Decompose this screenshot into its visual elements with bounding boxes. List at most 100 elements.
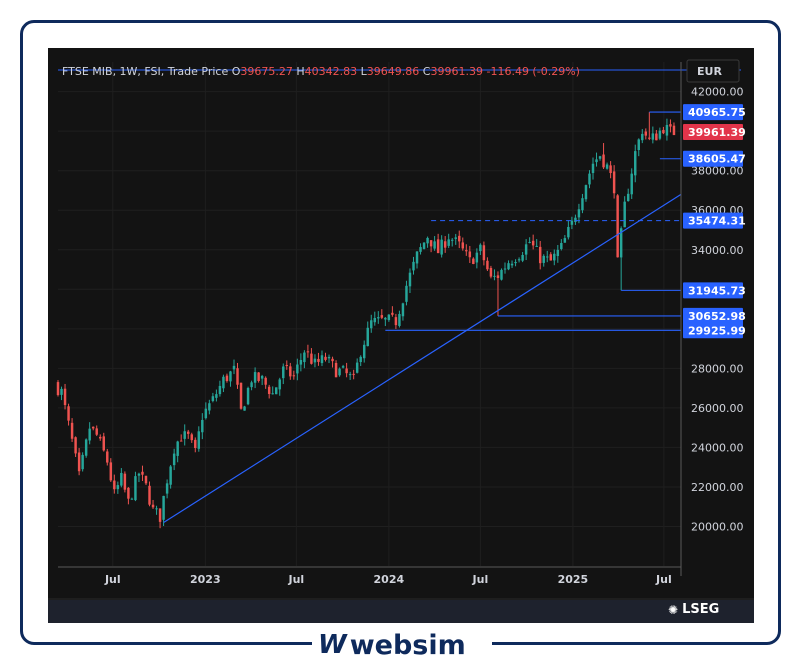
candle-body: [158, 508, 162, 522]
candle-body: [591, 163, 595, 174]
candle-body: [60, 388, 63, 395]
candle-body: [317, 358, 320, 362]
candle-body: [123, 473, 127, 490]
candle-body: [348, 374, 352, 376]
candle-body: [106, 451, 109, 463]
candle-body: [366, 327, 369, 347]
candle-body: [672, 125, 676, 136]
legend-span: 40342.83: [305, 65, 358, 78]
candle-body: [422, 242, 426, 249]
candle-body: [77, 452, 81, 472]
lseg-emblem-icon: ✺: [668, 602, 679, 617]
candle-body: [370, 320, 373, 329]
candle-body: [215, 394, 218, 398]
candle-body: [517, 259, 521, 261]
candle-body: [274, 387, 278, 395]
candle-body: [665, 124, 669, 136]
candle-body: [338, 368, 341, 376]
candle-body: [637, 139, 640, 151]
level-label: 29925.99: [688, 324, 746, 337]
candle-body: [151, 504, 155, 508]
candle-body: [461, 242, 465, 249]
candle-body: [465, 250, 468, 252]
candle-body: [359, 356, 362, 363]
level-tag: [683, 282, 743, 299]
brand-gap: [312, 628, 492, 662]
candle-body: [246, 387, 250, 405]
legend-span: -116.49 (-0.29%): [483, 65, 580, 78]
candle-body: [120, 472, 123, 486]
candle-body: [63, 388, 67, 406]
candle-body: [127, 487, 130, 499]
candle-body: [278, 379, 281, 390]
level-label: 35474.31: [688, 215, 746, 228]
level-tag: [683, 212, 743, 229]
candle-body: [595, 159, 598, 163]
level-tag: [683, 322, 743, 339]
candle-body: [264, 377, 267, 385]
candle-body: [500, 269, 503, 280]
candle-body: [285, 365, 289, 367]
candle-body: [380, 315, 384, 318]
candle-body: [253, 372, 257, 383]
candle-body: [81, 454, 84, 470]
footer-bar: [48, 600, 754, 623]
legend-span: L: [357, 65, 367, 78]
y-tick-label: 42000.00: [691, 86, 744, 99]
candle-body: [415, 251, 419, 264]
candle-body: [373, 318, 377, 323]
candle-body: [67, 406, 70, 421]
candle-body: [401, 303, 405, 317]
ohlc-legend: FTSE MIB, 1W, FSI, Trade Price O39675.27…: [62, 65, 580, 78]
candle-body: [99, 436, 102, 439]
candle-body: [289, 366, 292, 377]
candle-body: [644, 131, 648, 136]
currency-label[interactable]: EUR: [697, 65, 722, 78]
candle-body: [563, 238, 567, 243]
candle-body: [398, 314, 401, 326]
candle-body: [102, 436, 105, 451]
candle-body: [475, 252, 479, 263]
chart-panel[interactable]: 20000.00 22000.00 24000.00 26000.00 28000.00…: [48, 48, 754, 623]
candle-body: [669, 124, 672, 127]
candle-body: [208, 403, 211, 411]
candle-body: [186, 431, 190, 434]
candle-body: [355, 362, 359, 373]
candle-body: [510, 263, 514, 266]
websim-mark-icon: W: [318, 630, 347, 660]
candle-body: [542, 255, 545, 263]
candle-body: [535, 245, 538, 247]
candle-body: [352, 373, 355, 375]
candle-body: [429, 240, 433, 247]
candle-body: [257, 372, 260, 381]
candle-body: [113, 480, 116, 490]
candle-body: [148, 485, 151, 505]
y-tick-label: 34000.00: [691, 244, 744, 257]
candle-body: [341, 366, 345, 368]
currency-button: [686, 59, 740, 83]
y-tick-label: 22000.00: [691, 481, 744, 494]
candle-body: [303, 352, 306, 363]
candle-body: [169, 466, 172, 485]
candle-body: [331, 358, 334, 362]
candle-body: [134, 476, 137, 501]
candle-body: [116, 485, 120, 490]
x-tick-label: Jul: [104, 573, 121, 586]
candle-body: [609, 165, 612, 174]
candle-body: [91, 426, 95, 429]
candle-body: [662, 129, 665, 134]
candle-body: [162, 495, 165, 520]
candle-body: [267, 386, 271, 394]
candle-body: [489, 267, 493, 277]
websim-wordmark: websim: [349, 629, 466, 661]
last-price-tag: [683, 123, 743, 140]
candle-body: [546, 256, 549, 258]
candle-body: [507, 263, 510, 270]
level-tag: [683, 150, 743, 167]
candle-body: [155, 508, 158, 510]
candle-body: [496, 275, 500, 279]
candle-body: [556, 249, 560, 257]
candle-body: [486, 260, 489, 270]
price-chart[interactable]: 20000.00 22000.00 24000.00 26000.00 28000.00…: [48, 48, 754, 623]
candle-body: [493, 275, 496, 277]
